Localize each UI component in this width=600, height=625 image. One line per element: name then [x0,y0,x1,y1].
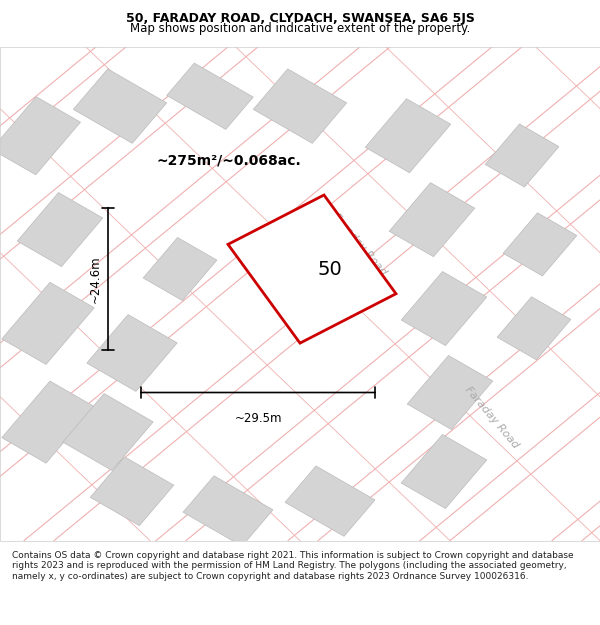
Text: Map shows position and indicative extent of the property.: Map shows position and indicative extent… [130,22,470,35]
Polygon shape [401,434,487,509]
Polygon shape [0,97,80,175]
Polygon shape [285,466,375,536]
Polygon shape [143,238,217,301]
Text: ~275m²/~0.068ac.: ~275m²/~0.068ac. [156,153,301,168]
Polygon shape [401,271,487,346]
Polygon shape [2,381,94,463]
Polygon shape [90,457,174,526]
Polygon shape [63,394,153,471]
Polygon shape [503,213,577,276]
Text: 50: 50 [317,259,343,279]
Text: ~29.5m: ~29.5m [234,412,282,425]
Text: Contains OS data © Crown copyright and database right 2021. This information is : Contains OS data © Crown copyright and d… [12,551,574,581]
Polygon shape [485,124,559,187]
Polygon shape [2,282,94,364]
Polygon shape [228,195,396,343]
Text: Faraday Road: Faraday Road [463,384,521,450]
Text: Faraday Road: Faraday Road [331,211,389,278]
Polygon shape [17,192,103,267]
Polygon shape [183,476,273,546]
Polygon shape [389,182,475,257]
Text: 50, FARADAY ROAD, CLYDACH, SWANSEA, SA6 5JS: 50, FARADAY ROAD, CLYDACH, SWANSEA, SA6 … [125,12,475,25]
Polygon shape [407,356,493,429]
Polygon shape [365,99,451,172]
Polygon shape [253,69,347,143]
Polygon shape [167,63,253,129]
Text: ~24.6m: ~24.6m [89,255,102,302]
Polygon shape [73,69,167,143]
Polygon shape [497,297,571,360]
Polygon shape [87,314,177,391]
